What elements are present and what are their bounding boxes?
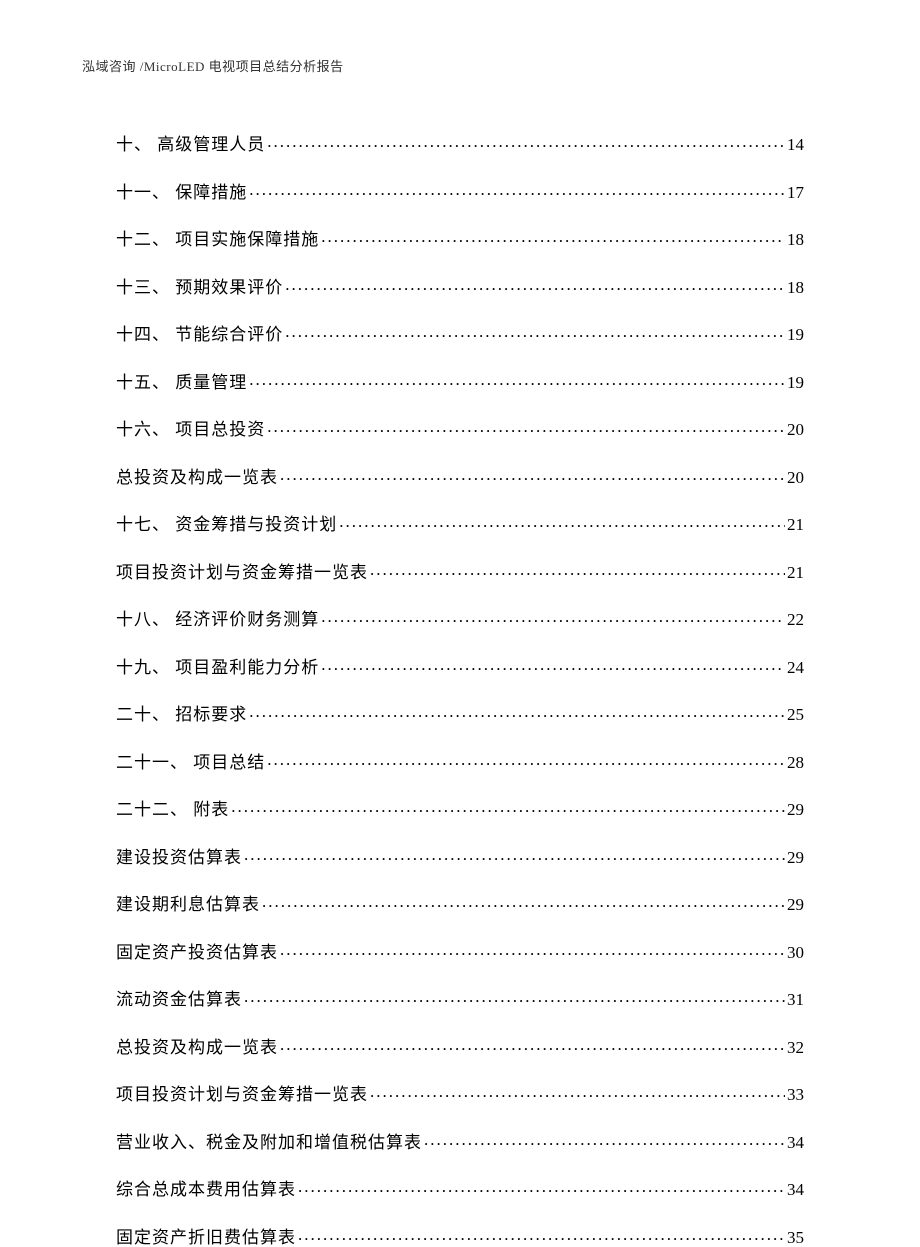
- toc-entry-label: 固定资产折旧费估算表: [116, 1229, 296, 1246]
- table-of-contents: 十、 高级管理人员14十一、 保障措施17十二、 项目实施保障措施18十三、 预…: [86, 133, 834, 1246]
- toc-dot-leader: [370, 561, 785, 578]
- toc-dot-leader: [321, 656, 785, 673]
- toc-entry-label: 项目投资计划与资金筹措一览表: [116, 1086, 368, 1103]
- toc-entry-page: 24: [787, 659, 804, 676]
- toc-entry-page: 14: [787, 136, 804, 153]
- toc-dot-leader: [321, 608, 785, 625]
- toc-entry-label: 总投资及构成一览表: [116, 469, 278, 486]
- toc-entry-label: 建设期利息估算表: [116, 896, 260, 913]
- toc-dot-leader: [249, 371, 785, 388]
- toc-entry: 固定资产投资估算表 30: [116, 941, 804, 961]
- toc-entry: 十八、 经济评价财务测算 22: [116, 608, 804, 628]
- toc-entry: 十四、 节能综合评价 19: [116, 323, 804, 343]
- toc-entry: 十二、 项目实施保障措施 18: [116, 228, 804, 248]
- toc-entry: 建设期利息估算表 29: [116, 893, 804, 913]
- toc-entry-label: 二十、 招标要求: [116, 706, 247, 723]
- toc-dot-leader: [249, 703, 785, 720]
- toc-entry: 项目投资计划与资金筹措一览表 33: [116, 1083, 804, 1103]
- toc-entry-page: 32: [787, 1039, 804, 1056]
- toc-entry-page: 18: [787, 231, 804, 248]
- toc-entry: 建设投资估算表 29: [116, 846, 804, 866]
- toc-entry: 项目投资计划与资金筹措一览表 21: [116, 561, 804, 581]
- toc-entry-label: 十六、 项目总投资: [116, 421, 265, 438]
- toc-dot-leader: [298, 1178, 785, 1195]
- toc-entry: 十一、 保障措施 17: [116, 181, 804, 201]
- toc-entry: 十九、 项目盈利能力分析 24: [116, 656, 804, 676]
- toc-entry-page: 29: [787, 801, 804, 818]
- toc-entry-page: 29: [787, 896, 804, 913]
- toc-entry-label: 十、 高级管理人员: [116, 136, 265, 153]
- toc-dot-leader: [321, 228, 785, 245]
- toc-entry: 十、 高级管理人员 14: [116, 133, 804, 153]
- toc-entry-label: 十七、 资金筹措与投资计划: [116, 516, 337, 533]
- toc-entry-page: 21: [787, 516, 804, 533]
- toc-entry-page: 28: [787, 754, 804, 771]
- toc-entry: 固定资产折旧费估算表 35: [116, 1226, 804, 1246]
- toc-dot-leader: [249, 181, 785, 198]
- toc-entry: 营业收入、税金及附加和增值税估算表 34: [116, 1131, 804, 1151]
- toc-entry-label: 综合总成本费用估算表: [116, 1181, 296, 1198]
- toc-dot-leader: [267, 751, 785, 768]
- toc-entry-label: 二十二、 附表: [116, 801, 229, 818]
- toc-entry-label: 十三、 预期效果评价: [116, 279, 283, 296]
- toc-entry-label: 十九、 项目盈利能力分析: [116, 659, 319, 676]
- toc-dot-leader: [285, 323, 785, 340]
- toc-entry-page: 31: [787, 991, 804, 1008]
- toc-entry-label: 二十一、 项目总结: [116, 754, 265, 771]
- toc-dot-leader: [262, 893, 785, 910]
- toc-entry-label: 十二、 项目实施保障措施: [116, 231, 319, 248]
- toc-entry-label: 流动资金估算表: [116, 991, 242, 1008]
- toc-entry-page: 20: [787, 469, 804, 486]
- toc-dot-leader: [339, 513, 785, 530]
- toc-entry-label: 营业收入、税金及附加和增值税估算表: [116, 1134, 422, 1151]
- toc-entry-page: 25: [787, 706, 804, 723]
- toc-entry: 十七、 资金筹措与投资计划 21: [116, 513, 804, 533]
- toc-entry-page: 17: [787, 184, 804, 201]
- toc-entry-page: 19: [787, 326, 804, 343]
- toc-dot-leader: [231, 798, 785, 815]
- toc-dot-leader: [267, 418, 785, 435]
- toc-entry-page: 22: [787, 611, 804, 628]
- toc-dot-leader: [244, 846, 785, 863]
- toc-entry-page: 33: [787, 1086, 804, 1103]
- toc-dot-leader: [280, 941, 785, 958]
- toc-dot-leader: [424, 1131, 785, 1148]
- toc-entry: 总投资及构成一览表 20: [116, 466, 804, 486]
- toc-entry: 流动资金估算表 31: [116, 988, 804, 1008]
- toc-entry-page: 35: [787, 1229, 804, 1246]
- toc-entry-label: 总投资及构成一览表: [116, 1039, 278, 1056]
- toc-entry-label: 固定资产投资估算表: [116, 944, 278, 961]
- toc-entry: 二十、 招标要求 25: [116, 703, 804, 723]
- toc-entry-page: 19: [787, 374, 804, 391]
- toc-entry-page: 18: [787, 279, 804, 296]
- toc-dot-leader: [280, 466, 785, 483]
- toc-dot-leader: [285, 276, 785, 293]
- toc-dot-leader: [244, 988, 785, 1005]
- toc-entry-label: 十八、 经济评价财务测算: [116, 611, 319, 628]
- toc-entry-page: 34: [787, 1134, 804, 1151]
- toc-entry-page: 20: [787, 421, 804, 438]
- toc-dot-leader: [298, 1226, 785, 1243]
- page-header: 泓域咨询 /MicroLED 电视项目总结分析报告: [82, 56, 834, 75]
- toc-entry: 综合总成本费用估算表 34: [116, 1178, 804, 1198]
- toc-entry: 二十一、 项目总结 28: [116, 751, 804, 771]
- toc-entry: 总投资及构成一览表 32: [116, 1036, 804, 1056]
- toc-entry: 十三、 预期效果评价 18: [116, 276, 804, 296]
- toc-entry-page: 29: [787, 849, 804, 866]
- toc-entry-label: 十五、 质量管理: [116, 374, 247, 391]
- toc-dot-leader: [267, 133, 785, 150]
- toc-entry-page: 34: [787, 1181, 804, 1198]
- document-page: 泓域咨询 /MicroLED 电视项目总结分析报告 十、 高级管理人员 14 十一、…: [0, 0, 920, 1191]
- toc-entry: 二十二、 附表 29: [116, 798, 804, 818]
- toc-entry-page: 30: [787, 944, 804, 961]
- toc-entry: 十五、 质量管理 19: [116, 371, 804, 391]
- toc-entry-page: 21: [787, 564, 804, 581]
- toc-entry-label: 建设投资估算表: [116, 849, 242, 866]
- toc-dot-leader: [370, 1083, 785, 1100]
- toc-entry-label: 十四、 节能综合评价: [116, 326, 283, 343]
- toc-entry: 十六、 项目总投资 20: [116, 418, 804, 438]
- toc-dot-leader: [280, 1036, 785, 1053]
- toc-entry-label: 项目投资计划与资金筹措一览表: [116, 564, 368, 581]
- toc-entry-label: 十一、 保障措施: [116, 184, 247, 201]
